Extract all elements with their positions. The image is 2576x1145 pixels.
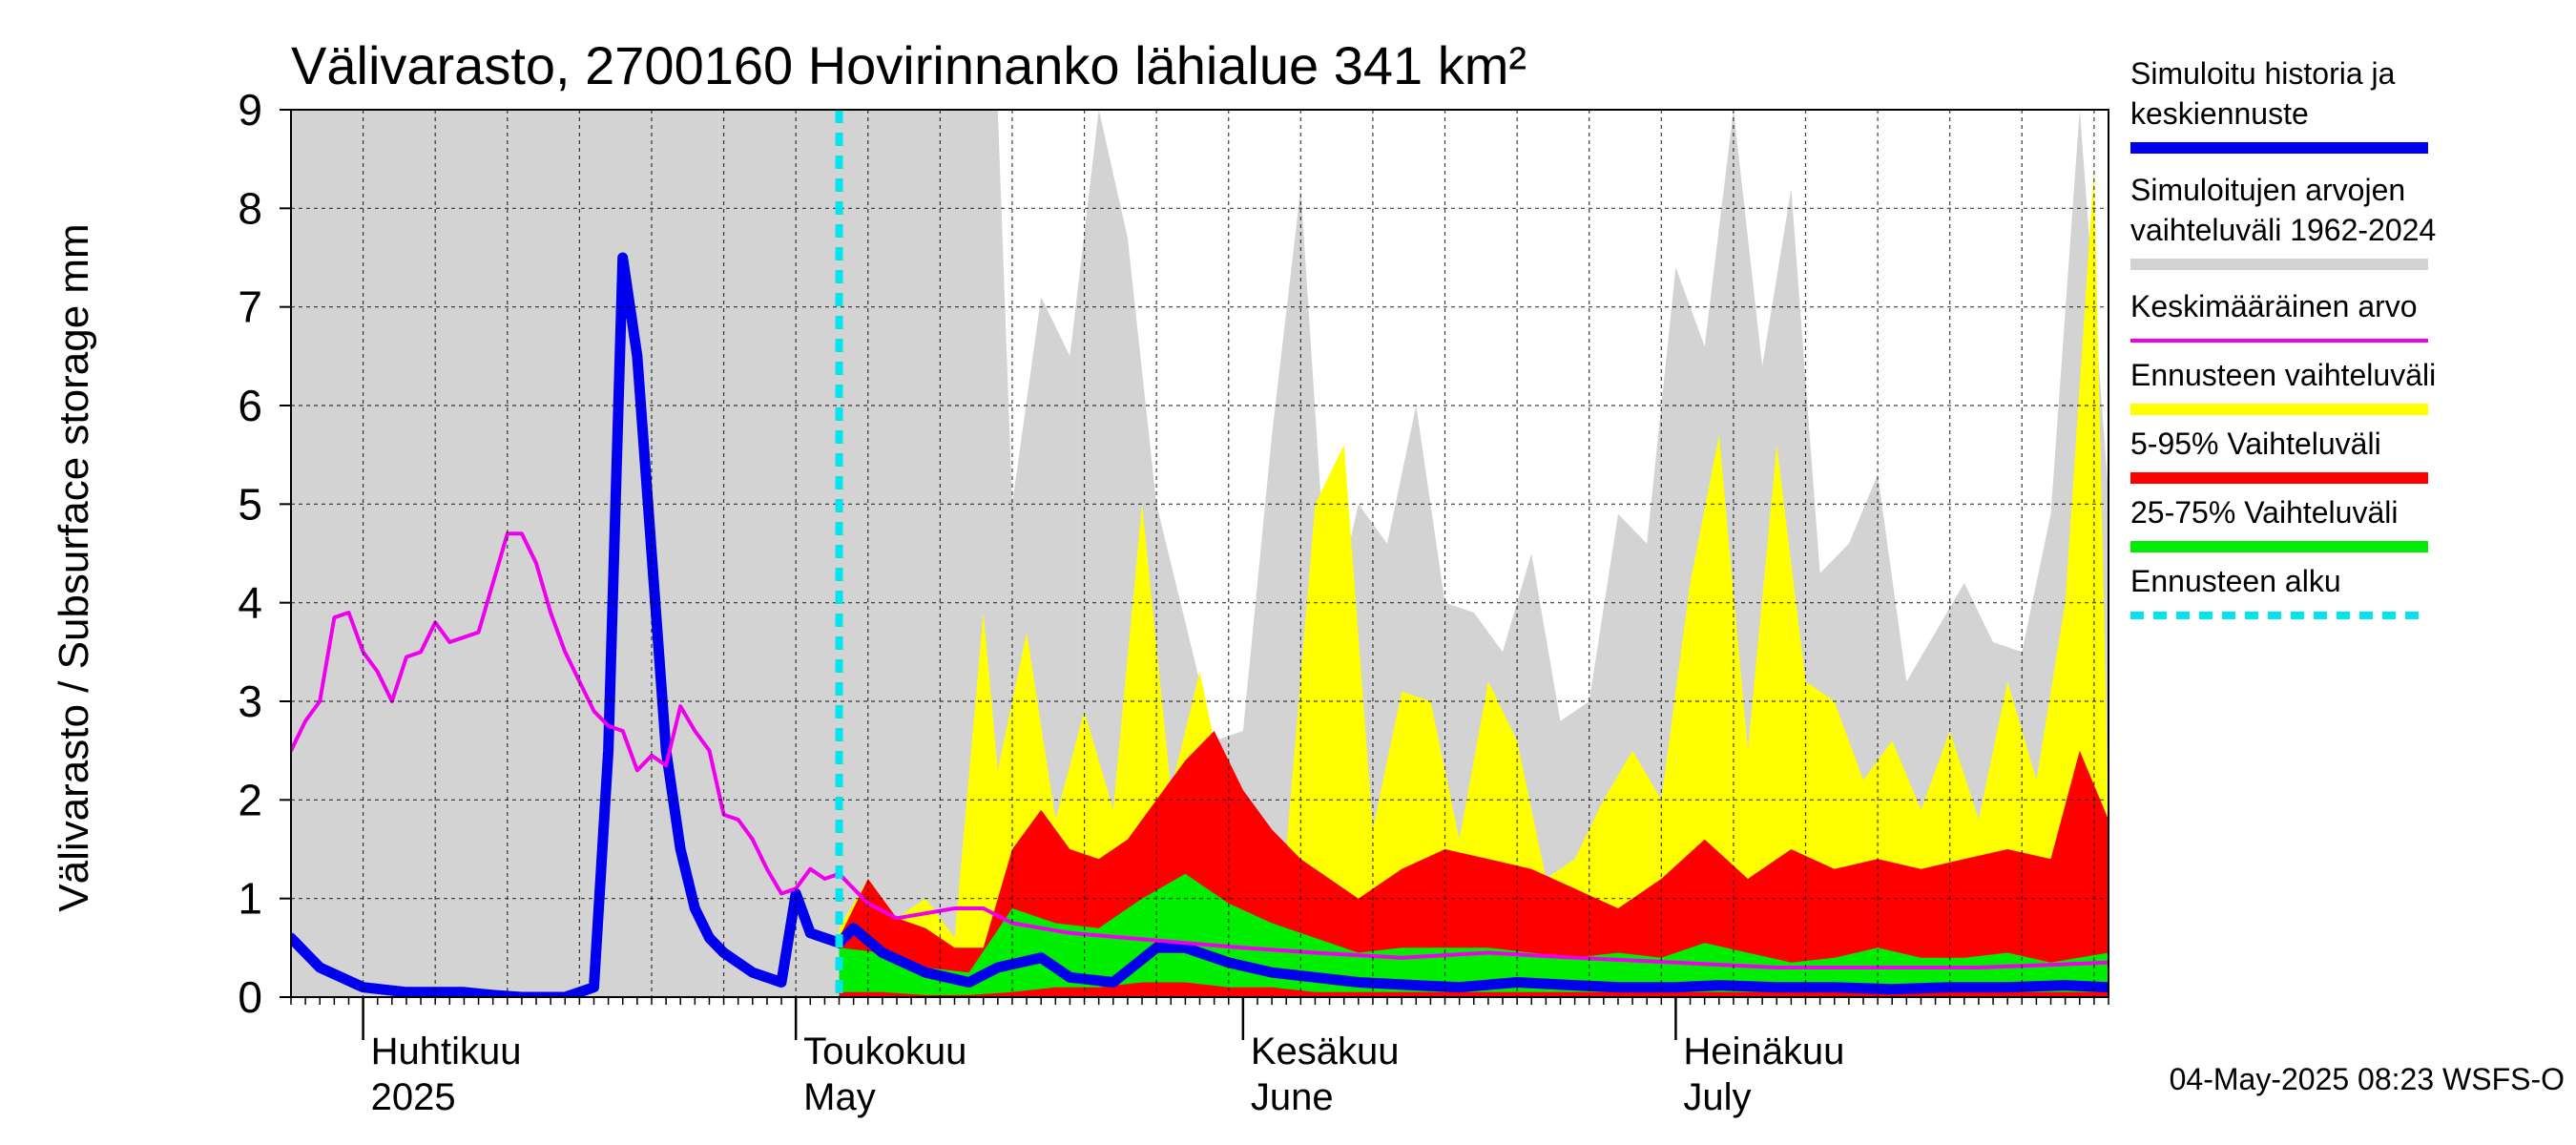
x-month-label: Kesäkuu — [1251, 1030, 1400, 1072]
legend-item-keskim-r-inen-arvo: Keskimääräinen arvo — [2130, 289, 2428, 343]
legend-item-ennusteen-vaihteluv-li: Ennusteen vaihteluväli — [2130, 358, 2436, 415]
x-month-label: Toukokuu — [803, 1030, 966, 1072]
x-month-label: Heinäkuu — [1683, 1030, 1844, 1072]
legend-label: keskiennuste — [2130, 96, 2309, 131]
y-tick-label: 3 — [238, 677, 262, 726]
y-tick-label: 6 — [238, 381, 262, 430]
x-month-sublabel: May — [803, 1076, 876, 1118]
series-keskim-r-inen-arvo — [291, 531, 2109, 969]
y-tick-label: 4 — [238, 578, 262, 628]
legend-item-25-75-vaihteluv-li: 25-75% Vaihteluväli — [2130, 495, 2428, 552]
y-tick-label: 5 — [238, 479, 262, 529]
legend-label: 5-95% Vaihteluväli — [2130, 427, 2381, 461]
legend: Simuloitu historia jakeskiennusteSimuloi… — [2130, 56, 2436, 619]
y-tick-label: 2 — [238, 775, 262, 824]
y-tick-label: 7 — [238, 282, 262, 332]
x-month-sublabel: June — [1251, 1076, 1334, 1118]
legend-label: Ennusteen alku — [2130, 564, 2341, 598]
series-simuloitu-historia-ja-keskiennuste — [291, 252, 2109, 997]
legend-label: Simuloitu historia ja — [2130, 56, 2396, 91]
y-tick-label: 9 — [238, 85, 262, 135]
y-axis-label: Välivarasto / Subsurface storage mm — [51, 223, 97, 911]
legend-label: 25-75% Vaihteluväli — [2130, 495, 2398, 530]
legend-item-simuloitujen-arvojen-vaihteluv-li-1962-2024: Simuloitujen arvojen vaihteluväli 1962-20… — [2130, 173, 2436, 270]
legend-label: vaihteluväli 1962-2024 — [2130, 213, 2436, 247]
chart-title: Välivarasto, 2700160 Hovirinnanko lähial… — [291, 35, 1527, 95]
legend-label: Ennusteen vaihteluväli — [2130, 358, 2436, 392]
legend-item-simuloitu-historia-ja-keskiennuste: Simuloitu historia ja keskiennuste — [2130, 56, 2428, 154]
y-tick-label: 0 — [238, 972, 262, 1022]
grid — [291, 110, 2109, 997]
band-simuloitujen-arvojen-vaihteluv-li-1962-2024 — [291, 110, 2109, 997]
legend-item-ennusteen-alku: Ennusteen alku — [2130, 564, 2428, 619]
legend-label: Keskimääräinen arvo — [2130, 289, 2418, 323]
x-month-sublabel: 2025 — [371, 1076, 456, 1118]
legend-item-5-95-vaihteluv-li: 5-95% Vaihteluväli — [2130, 427, 2428, 484]
timestamp: 04-May-2025 08:23 WSFS-O — [2170, 1062, 2565, 1096]
x-month-label: Huhtikuu — [371, 1030, 522, 1072]
y-tick-label: 1 — [238, 874, 262, 924]
x-month-sublabel: July — [1683, 1076, 1751, 1118]
legend-label: Simuloitujen arvojen — [2130, 173, 2405, 207]
y-tick-label: 8 — [238, 183, 262, 233]
